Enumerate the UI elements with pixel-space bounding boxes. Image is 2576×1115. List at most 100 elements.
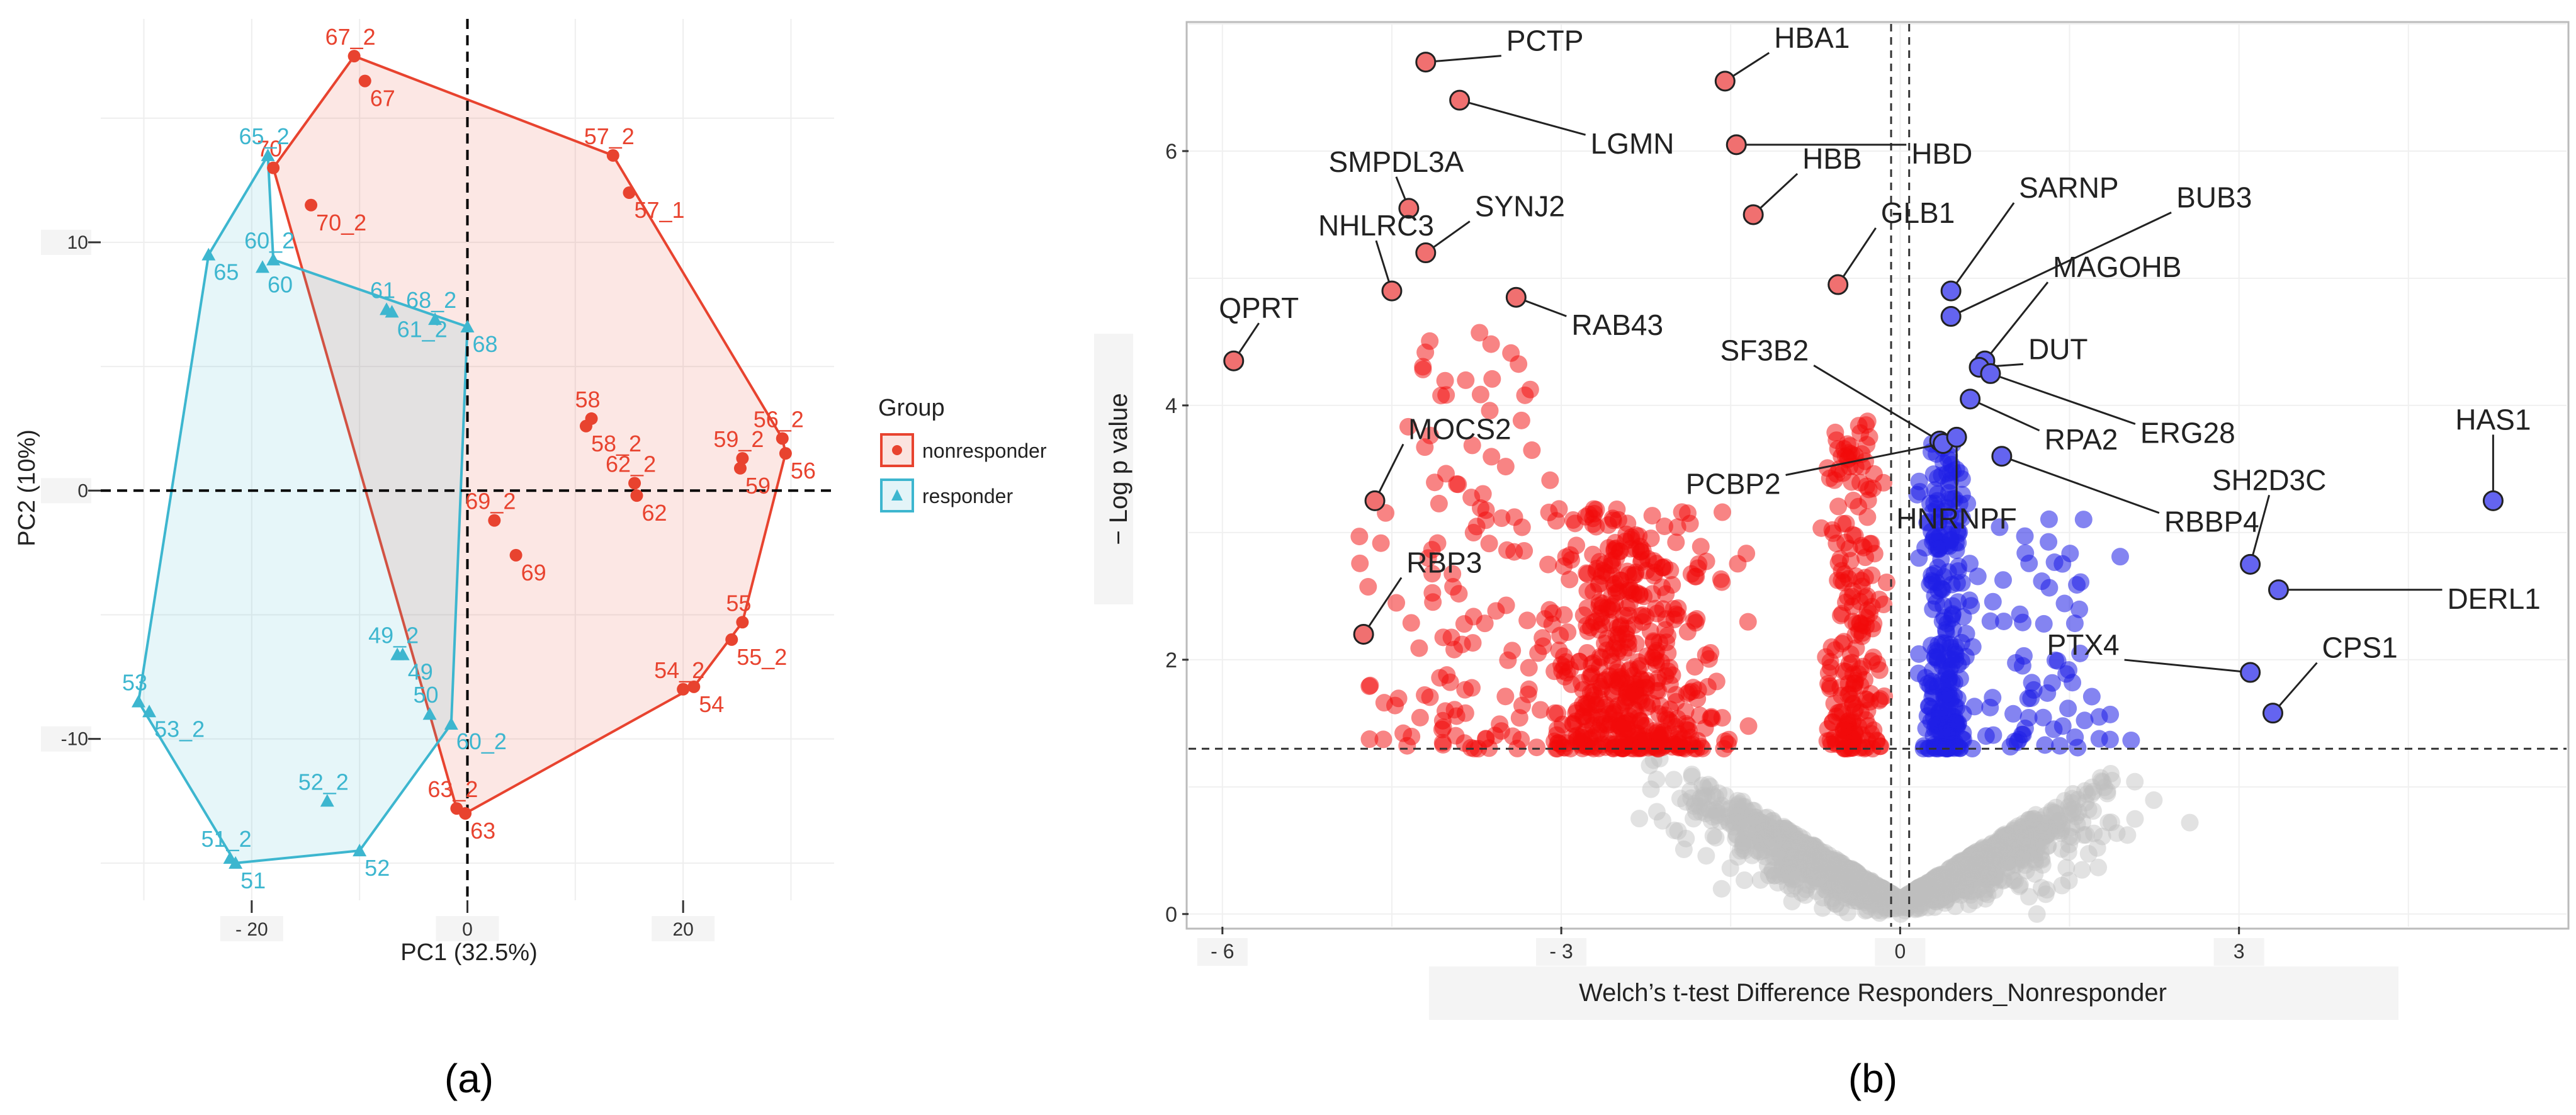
point-not-significant (1910, 900, 1928, 918)
point-not-significant (1810, 863, 1828, 881)
point-not-significant (1918, 875, 1936, 893)
point-not-significant (1906, 885, 1924, 903)
point-not-significant (1929, 866, 1947, 885)
point-not-significant (1930, 869, 1948, 888)
point-down (1678, 504, 1697, 523)
point-up (2036, 736, 2054, 754)
point-not-significant (1868, 889, 1886, 907)
point-not-significant (2038, 825, 2057, 844)
pca-plot-background (101, 19, 834, 900)
point-not-significant (1931, 890, 1949, 908)
point-not-significant (1986, 842, 2004, 860)
point-responder (428, 312, 443, 325)
point-not-significant (1801, 851, 1819, 869)
point-not-significant (1785, 829, 1804, 847)
point-not-significant (1872, 885, 1890, 903)
point-down (1555, 557, 1573, 575)
gene-label: HBA1 (1774, 21, 1850, 54)
point-not-significant (1836, 859, 1855, 877)
point-not-significant (1948, 862, 1966, 880)
point-responder (444, 717, 458, 730)
point-nonresponder (779, 447, 792, 460)
point-not-significant (1876, 893, 1894, 911)
point-not-significant (1912, 889, 1931, 907)
point-not-significant (1760, 825, 1778, 843)
labeled-gene-point (2268, 579, 2289, 601)
point-not-significant (1913, 880, 1931, 898)
gene-label: SMPDL3A (1329, 145, 1464, 178)
point-not-significant (1955, 851, 1973, 869)
point-not-significant (2060, 798, 2078, 816)
point-not-significant (1700, 801, 1719, 819)
point-not-significant (1802, 870, 1820, 888)
point-not-significant (1961, 852, 1979, 870)
gene-label: HNRNPF (1896, 502, 2017, 535)
point-up (1948, 574, 1966, 592)
point-not-significant (1823, 856, 1841, 874)
y-tick-label: 0 (77, 480, 88, 501)
gene-label: RBP3 (1406, 546, 1482, 579)
point-down (1455, 615, 1473, 633)
point-not-significant (1782, 845, 1800, 863)
point-not-significant (1751, 816, 1769, 834)
point-not-significant (1922, 888, 1940, 907)
point-not-significant (1806, 837, 1824, 856)
point-not-significant (1788, 854, 1807, 873)
point-not-significant (1831, 883, 1849, 901)
point-not-significant (1737, 818, 1755, 837)
point-not-significant (1855, 884, 1873, 902)
point-not-significant (2108, 824, 2126, 842)
point-not-significant (1802, 863, 1820, 881)
point-not-significant (1984, 861, 2002, 880)
point-responder (261, 148, 275, 161)
point-not-significant (1892, 892, 1910, 910)
point-not-significant (1912, 878, 1930, 897)
point-not-significant (1832, 865, 1850, 883)
x-tick-background (652, 916, 715, 941)
point-not-significant (1988, 832, 2006, 851)
point-not-significant (1852, 876, 1870, 894)
point-nonresponder (579, 419, 592, 433)
point-not-significant (1950, 853, 1969, 871)
point-not-significant (1857, 882, 1875, 900)
point-not-significant (1907, 885, 1926, 903)
point-not-significant (1844, 891, 1862, 910)
point-not-significant (1824, 865, 1843, 883)
point-not-significant (1952, 855, 1970, 873)
point-not-significant (1861, 876, 1879, 894)
point-not-significant (1728, 806, 1746, 824)
point-not-significant (1843, 859, 1861, 878)
hull-nonresponder (272, 55, 787, 815)
point-not-significant (1783, 854, 1802, 872)
legend-label-nonresponder: nonresponder (922, 439, 1047, 462)
point-down (1523, 441, 1541, 460)
point-not-significant (1749, 832, 1768, 850)
point-down (1426, 473, 1444, 492)
point-not-significant (1884, 886, 1902, 905)
point-not-significant (1809, 869, 1827, 888)
point-not-significant (1976, 857, 1994, 876)
point-not-significant (1787, 840, 1805, 858)
point-not-significant (1765, 866, 1783, 885)
point-not-significant (1834, 865, 1853, 883)
point-not-significant (1977, 880, 1996, 898)
point-down (1448, 475, 1466, 493)
point-not-significant (1887, 891, 1906, 910)
point-not-significant (1946, 879, 1965, 897)
point-not-significant (1903, 884, 1921, 902)
point-not-significant (1966, 859, 1984, 877)
point-not-significant (1848, 864, 1866, 883)
point-not-significant (2040, 819, 2058, 837)
point-not-significant (1985, 837, 2003, 856)
point-not-significant (1804, 860, 1822, 878)
point-not-significant (1734, 798, 1752, 816)
point-down (1654, 558, 1672, 577)
point-down (1411, 708, 1429, 727)
point-not-significant (1897, 889, 1916, 907)
point-not-significant (1769, 821, 1787, 839)
labeled-gene-point (1726, 134, 1747, 156)
point-not-significant (1945, 885, 1963, 903)
point-not-significant (1929, 869, 1947, 887)
point-not-significant (1975, 852, 1994, 870)
point-not-significant (1884, 891, 1902, 910)
